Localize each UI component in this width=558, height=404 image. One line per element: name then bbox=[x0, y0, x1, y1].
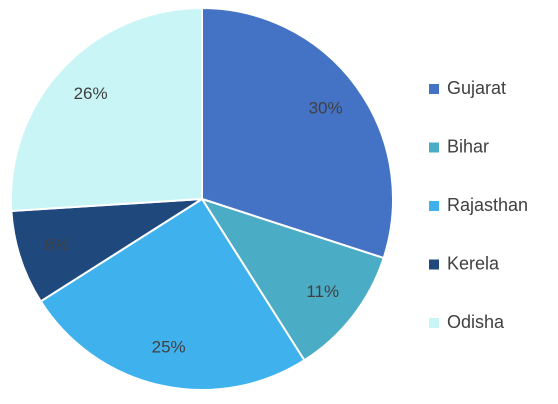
legend-label: Bihar bbox=[447, 136, 489, 156]
legend-swatch bbox=[429, 201, 439, 211]
data-label: 8% bbox=[44, 236, 69, 255]
data-label: 30% bbox=[309, 99, 343, 118]
pie-slice bbox=[10, 6, 203, 213]
data-label: 11% bbox=[306, 282, 339, 301]
data-label: 26% bbox=[74, 84, 108, 103]
pie-slice bbox=[201, 6, 394, 260]
legend-swatch bbox=[429, 259, 439, 270]
legend-swatch bbox=[429, 84, 439, 94]
legend-swatch bbox=[429, 142, 439, 153]
pie-slice bbox=[39, 197, 306, 391]
legend-swatch bbox=[429, 318, 439, 328]
legend-label: Gujarat bbox=[447, 78, 506, 98]
data-label: 25% bbox=[152, 338, 186, 357]
legend-label: Kerela bbox=[447, 253, 500, 273]
legend-label: Rajasthan bbox=[447, 195, 528, 215]
pie-slice bbox=[199, 197, 385, 362]
legend-label: Odisha bbox=[447, 312, 505, 332]
pie-slice bbox=[10, 198, 203, 303]
